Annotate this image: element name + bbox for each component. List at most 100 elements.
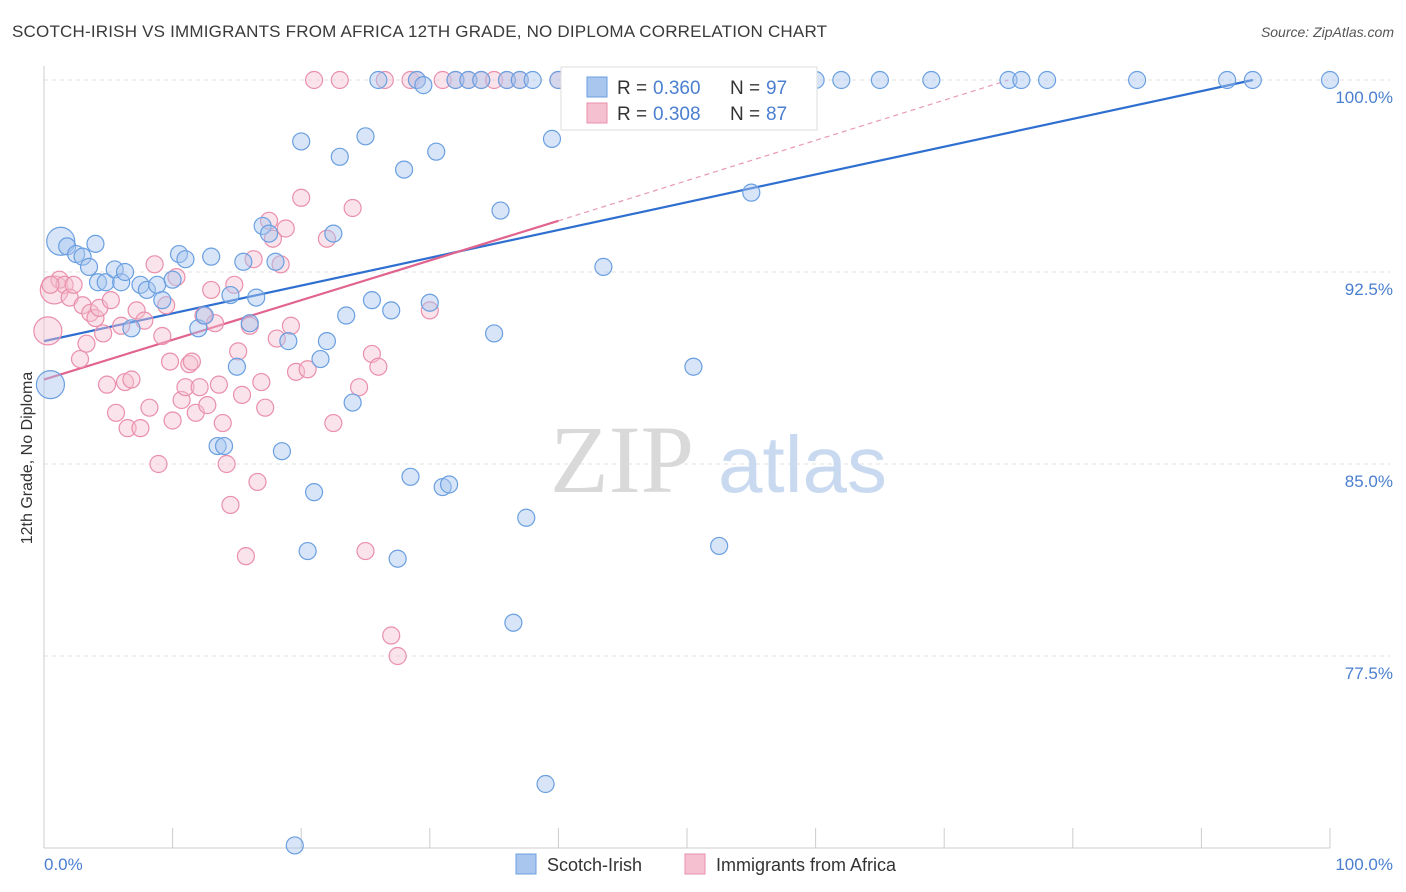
y-axis-label: 12th Grade, No Diploma bbox=[19, 372, 36, 545]
point-africa-42 bbox=[213, 413, 232, 433]
point-scotch-irish-35 bbox=[285, 836, 304, 855]
point-africa-29 bbox=[163, 411, 182, 430]
legend-n-value-2: 87 bbox=[766, 104, 787, 125]
point-africa-43 bbox=[217, 454, 236, 474]
point-africa-53 bbox=[256, 398, 275, 417]
point-africa-9 bbox=[81, 303, 100, 323]
legend-r-value-1: 0.360 bbox=[653, 78, 701, 99]
point-scotch-irish-34 bbox=[279, 332, 298, 351]
point-scotch-irish-31 bbox=[259, 224, 279, 243]
y-tick-labels: 100.0% 92.5% 85.0% 77.5% bbox=[1335, 88, 1393, 683]
point-scotch-irish-58 bbox=[446, 70, 465, 90]
trend-lines bbox=[43, 78, 1254, 381]
point-scotch-irish-39 bbox=[311, 349, 330, 369]
point-scotch-irish-28 bbox=[240, 314, 259, 333]
point-scotch-irish-5 bbox=[79, 257, 99, 276]
point-scotch-irish-80 bbox=[710, 536, 729, 556]
point-africa-34 bbox=[182, 352, 201, 371]
point-scotch-irish-25 bbox=[221, 285, 240, 305]
x-tick-label-max: 100.0% bbox=[1335, 855, 1393, 874]
point-scotch-irish-29 bbox=[247, 288, 266, 307]
point-africa-65 bbox=[324, 413, 343, 433]
point-africa-78 bbox=[433, 70, 452, 90]
point-africa-72 bbox=[375, 70, 394, 90]
point-africa-57 bbox=[271, 255, 290, 274]
point-scotch-irish-27 bbox=[234, 252, 253, 271]
point-scotch-irish-24 bbox=[214, 436, 234, 456]
point-africa-24 bbox=[145, 255, 164, 274]
point-africa-62 bbox=[298, 360, 317, 379]
point-africa-47 bbox=[232, 385, 252, 404]
point-scotch-irish-55 bbox=[427, 142, 446, 161]
legend-r-label-2: R = bbox=[617, 104, 652, 125]
point-africa-15 bbox=[106, 403, 126, 422]
point-scotch-irish-60 bbox=[472, 70, 491, 90]
legend-n-value-1: 97 bbox=[766, 78, 787, 99]
point-africa-19 bbox=[122, 370, 141, 389]
point-africa-82 bbox=[485, 70, 504, 90]
point-scotch-irish-14 bbox=[137, 280, 156, 300]
point-africa-63 bbox=[304, 70, 324, 90]
y-tick-label-3: 77.5% bbox=[1345, 664, 1393, 683]
y-tick-label-0: 100.0% bbox=[1335, 88, 1393, 107]
point-scotch-irish-90 bbox=[1037, 70, 1057, 90]
point-africa-45 bbox=[225, 275, 244, 294]
point-scotch-irish-0 bbox=[35, 370, 66, 400]
point-scotch-irish-54 bbox=[420, 293, 439, 312]
point-scotch-irish-82 bbox=[742, 183, 761, 202]
point-scotch-irish-15 bbox=[148, 275, 167, 294]
point-scotch-irish-23 bbox=[208, 436, 227, 456]
point-scotch-irish-59 bbox=[459, 70, 478, 90]
point-africa-23 bbox=[140, 398, 159, 417]
point-africa-46 bbox=[229, 342, 248, 361]
point-scotch-irish-22 bbox=[202, 247, 221, 266]
point-africa-40 bbox=[205, 314, 225, 333]
point-africa-25 bbox=[149, 454, 168, 474]
point-scotch-irish-19 bbox=[176, 250, 195, 269]
point-africa-38 bbox=[198, 396, 217, 415]
point-scotch-irish-89 bbox=[1012, 70, 1031, 90]
point-scotch-irish-64 bbox=[504, 613, 523, 632]
watermark-atlas: atlas bbox=[718, 420, 887, 509]
point-scotch-irish-37 bbox=[298, 541, 317, 561]
point-africa-44 bbox=[221, 495, 240, 515]
trend-line-0 bbox=[43, 78, 1254, 343]
chart-source: Source: ZipAtlas.com bbox=[1260, 24, 1394, 40]
point-scotch-irish-41 bbox=[324, 224, 343, 243]
point-scotch-irish-48 bbox=[382, 301, 401, 320]
point-scotch-irish-26 bbox=[227, 357, 246, 376]
point-africa-20 bbox=[127, 301, 146, 320]
point-africa-32 bbox=[176, 378, 195, 397]
trend-line-dashed-1 bbox=[558, 79, 1009, 222]
point-scotch-irish-63 bbox=[497, 70, 517, 90]
point-scotch-irish-17 bbox=[163, 270, 182, 289]
point-scotch-irish-66 bbox=[517, 508, 536, 527]
x-tick-label-min: 0.0% bbox=[44, 855, 83, 874]
point-scotch-irish-57 bbox=[439, 475, 459, 494]
legend-n-label-1: N = bbox=[730, 78, 765, 99]
point-africa-6 bbox=[70, 349, 90, 369]
point-africa-16 bbox=[112, 316, 131, 335]
point-africa-21 bbox=[131, 419, 150, 438]
point-africa-59 bbox=[281, 316, 301, 335]
point-africa-67 bbox=[343, 198, 362, 218]
point-scotch-irish-78 bbox=[684, 357, 703, 376]
point-scotch-irish-6 bbox=[86, 234, 105, 253]
trend-line-1 bbox=[43, 219, 559, 381]
point-scotch-irish-43 bbox=[337, 306, 356, 325]
point-africa-13 bbox=[97, 375, 117, 394]
point-scotch-irish-50 bbox=[394, 160, 414, 179]
point-scotch-irish-36 bbox=[292, 132, 311, 151]
point-africa-58 bbox=[276, 219, 295, 238]
point-scotch-irish-32 bbox=[266, 252, 285, 271]
point-scotch-irish-67 bbox=[523, 70, 542, 90]
point-scotch-irish-38 bbox=[304, 483, 324, 502]
point-scotch-irish-62 bbox=[491, 201, 510, 220]
top-legend: R = 0.360 N = 97 R = 0.308 N = 87 bbox=[560, 66, 818, 131]
legend-r-value-2: 0.308 bbox=[653, 104, 701, 125]
point-africa-86 bbox=[41, 275, 60, 294]
point-scotch-irish-11 bbox=[115, 262, 135, 282]
point-scotch-irish-88 bbox=[999, 70, 1018, 90]
point-africa-77 bbox=[420, 301, 439, 320]
